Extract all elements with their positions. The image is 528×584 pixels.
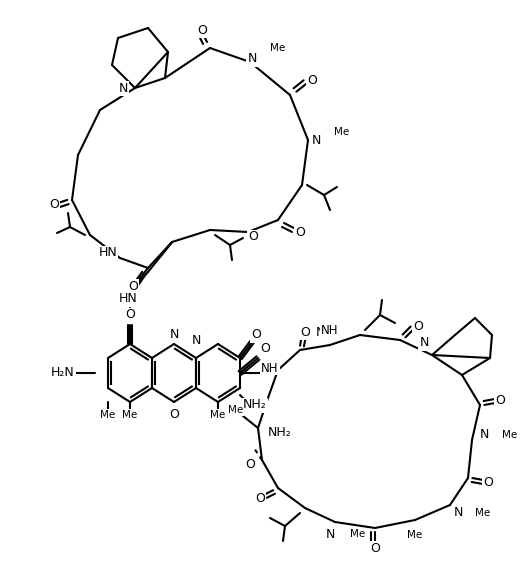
Text: O: O xyxy=(495,394,505,406)
Text: Me: Me xyxy=(334,127,349,137)
Text: N: N xyxy=(118,82,128,95)
Text: NH: NH xyxy=(261,361,279,374)
Text: O: O xyxy=(128,280,138,293)
Text: Me: Me xyxy=(270,43,285,53)
Text: HN: HN xyxy=(119,291,137,304)
Text: O: O xyxy=(255,492,265,505)
Text: H₂N: H₂N xyxy=(51,367,75,380)
Text: HN: HN xyxy=(99,246,117,259)
Text: Me: Me xyxy=(350,529,365,539)
Text: O: O xyxy=(295,225,305,238)
Text: N: N xyxy=(169,328,178,342)
Text: NH₂: NH₂ xyxy=(268,426,292,440)
Text: O: O xyxy=(370,541,380,554)
Text: O: O xyxy=(248,231,258,244)
Text: Me: Me xyxy=(502,430,517,440)
Text: O: O xyxy=(245,458,255,471)
Text: N: N xyxy=(325,527,335,541)
Text: NH: NH xyxy=(316,326,334,339)
Text: NH₂: NH₂ xyxy=(243,398,267,412)
Text: O: O xyxy=(49,199,59,211)
Text: O: O xyxy=(125,308,135,322)
Text: O: O xyxy=(260,342,270,354)
Text: Me: Me xyxy=(408,530,422,540)
Text: NH: NH xyxy=(321,325,339,338)
Text: Me: Me xyxy=(210,410,225,420)
Text: O: O xyxy=(169,408,179,422)
Text: N: N xyxy=(191,333,201,346)
Text: Me: Me xyxy=(100,410,116,420)
Text: N: N xyxy=(312,134,320,147)
Text: N: N xyxy=(419,336,429,349)
Text: O: O xyxy=(307,74,317,86)
Text: Me: Me xyxy=(475,508,491,518)
Text: O: O xyxy=(251,328,261,342)
Text: N: N xyxy=(454,506,463,520)
Text: O: O xyxy=(300,325,310,339)
Text: O: O xyxy=(483,477,493,489)
Text: Me: Me xyxy=(122,410,138,420)
Text: Me: Me xyxy=(229,405,243,415)
Text: O: O xyxy=(413,319,423,332)
Text: N: N xyxy=(247,53,257,65)
Text: O: O xyxy=(197,23,207,36)
Text: N: N xyxy=(479,429,489,442)
